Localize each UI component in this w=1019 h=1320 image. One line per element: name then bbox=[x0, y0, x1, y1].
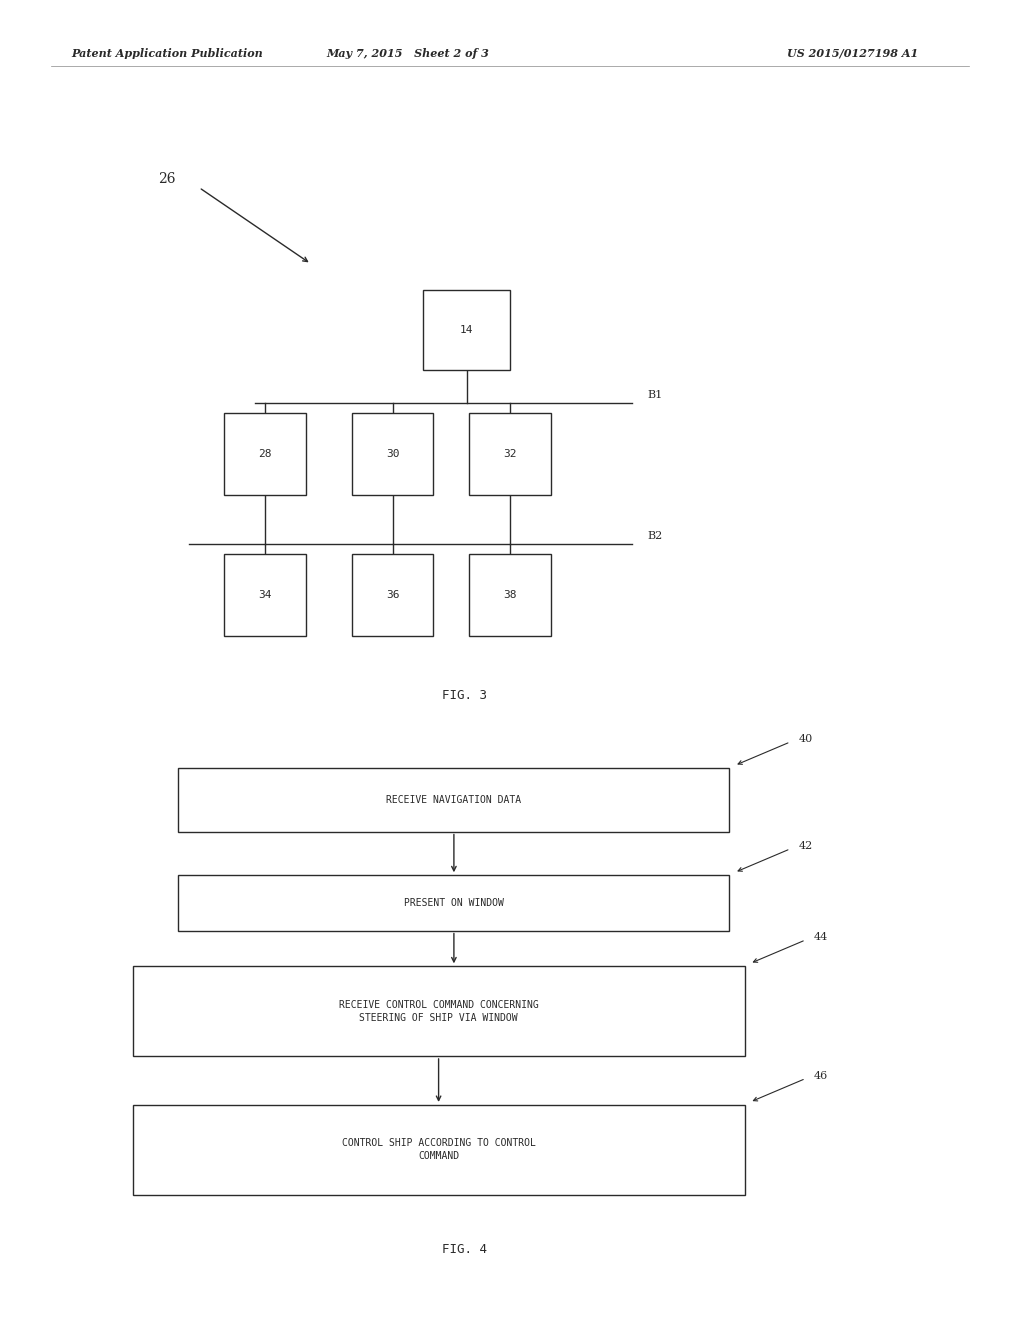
Text: 42: 42 bbox=[798, 841, 812, 851]
Bar bbox=[132, 1105, 744, 1195]
Bar bbox=[224, 413, 306, 495]
Text: 14: 14 bbox=[460, 325, 473, 335]
Text: 36: 36 bbox=[385, 590, 399, 601]
Bar bbox=[178, 768, 729, 832]
Bar bbox=[469, 554, 550, 636]
Text: 44: 44 bbox=[813, 932, 827, 942]
Text: 40: 40 bbox=[798, 734, 812, 744]
Bar bbox=[132, 966, 744, 1056]
Text: 26: 26 bbox=[158, 172, 175, 186]
Text: FIG. 4: FIG. 4 bbox=[441, 1243, 486, 1257]
Text: FIG. 3: FIG. 3 bbox=[441, 689, 486, 702]
Text: 34: 34 bbox=[258, 590, 272, 601]
Text: RECEIVE CONTROL COMMAND CONCERNING
STEERING OF SHIP VIA WINDOW: RECEIVE CONTROL COMMAND CONCERNING STEER… bbox=[338, 999, 538, 1023]
Bar bbox=[423, 290, 510, 370]
Text: B2: B2 bbox=[647, 531, 662, 541]
Text: 30: 30 bbox=[385, 449, 399, 459]
Bar bbox=[224, 554, 306, 636]
Bar bbox=[352, 413, 433, 495]
Text: CONTROL SHIP ACCORDING TO CONTROL
COMMAND: CONTROL SHIP ACCORDING TO CONTROL COMMAN… bbox=[341, 1138, 535, 1162]
Text: B1: B1 bbox=[647, 389, 662, 400]
Text: 46: 46 bbox=[813, 1071, 827, 1081]
Bar bbox=[178, 875, 729, 931]
Text: RECEIVE NAVIGATION DATA: RECEIVE NAVIGATION DATA bbox=[386, 795, 521, 805]
Bar bbox=[469, 413, 550, 495]
Text: 32: 32 bbox=[502, 449, 517, 459]
Bar bbox=[352, 554, 433, 636]
Text: US 2015/0127198 A1: US 2015/0127198 A1 bbox=[786, 48, 917, 58]
Text: PRESENT ON WINDOW: PRESENT ON WINDOW bbox=[404, 898, 503, 908]
Text: 28: 28 bbox=[258, 449, 272, 459]
Text: May 7, 2015   Sheet 2 of 3: May 7, 2015 Sheet 2 of 3 bbox=[326, 48, 489, 58]
Text: 38: 38 bbox=[502, 590, 517, 601]
Text: Patent Application Publication: Patent Application Publication bbox=[71, 48, 263, 58]
